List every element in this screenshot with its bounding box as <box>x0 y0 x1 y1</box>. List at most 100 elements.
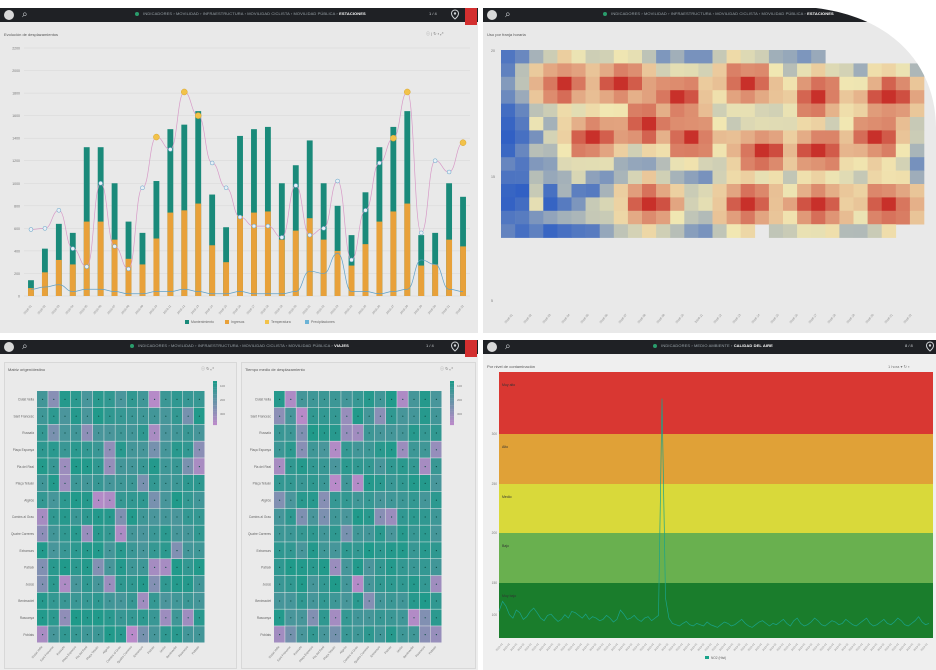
heatmap-cell <box>853 170 868 185</box>
cell-marker <box>187 398 189 400</box>
cell-marker <box>120 516 122 518</box>
refresh-icon[interactable]: ↻ <box>433 31 437 36</box>
location-pin-icon[interactable] <box>450 341 460 352</box>
status-dot-icon <box>603 11 607 16</box>
location-pin-icon[interactable] <box>925 341 935 352</box>
app-logo[interactable] <box>4 10 14 20</box>
cell-marker <box>290 499 292 501</box>
heatmap-cell <box>627 197 643 212</box>
cell-marker <box>187 617 189 619</box>
crumb[interactable]: MOVILIDAD <box>643 11 667 16</box>
refresh-icon[interactable]: ↻ <box>206 366 210 371</box>
crumb[interactable]: MOVILIDAD CICLISTA <box>242 343 285 348</box>
pollution-band <box>499 533 933 583</box>
search-icon[interactable]: ⌕ <box>22 341 28 352</box>
crumb-current[interactable]: ESTACIONES <box>807 11 834 16</box>
cell-marker <box>290 516 292 518</box>
delete-icon[interactable]: ▪ <box>437 31 440 36</box>
heatmap-cell <box>754 117 770 131</box>
search-icon[interactable]: ⌕ <box>505 9 511 20</box>
cell-marker <box>379 432 381 434</box>
point-temperatura <box>432 158 438 163</box>
heatmap-cell <box>740 170 756 185</box>
point-temperatura <box>56 208 62 213</box>
crumb[interactable]: MOVILIDAD PÚBLICA <box>761 11 804 16</box>
row-label: Benimaclet <box>255 599 271 603</box>
heatmap-cell <box>656 143 671 158</box>
cell-marker <box>335 449 337 451</box>
crumb[interactable]: MOVILIDAD PÚBLICA <box>293 11 336 16</box>
app-logo[interactable] <box>4 342 14 352</box>
cell-marker <box>312 482 314 484</box>
cell-marker <box>368 600 370 602</box>
crumb[interactable]: INFRAESTRUCTURA <box>202 11 244 16</box>
cell-marker <box>187 550 189 552</box>
crumb[interactable]: INDICADORES <box>143 11 173 16</box>
heatmap-cell <box>867 76 882 91</box>
y-tick-label: 150 <box>492 581 498 585</box>
crumb[interactable]: MOVILIDAD <box>175 11 199 16</box>
expand-icon[interactable]: ⤢ <box>440 31 444 36</box>
heatmap-cell <box>698 50 713 64</box>
crumb-current[interactable]: CALIDAD DEL AIRE <box>733 343 773 348</box>
cell-marker <box>75 432 77 434</box>
cell-marker <box>357 432 359 434</box>
cell-marker <box>379 499 381 501</box>
y-tick-label: 1600 <box>12 114 20 118</box>
legend-gradient <box>450 409 454 412</box>
cell-marker <box>379 398 381 400</box>
heatmap-cell <box>613 197 629 212</box>
x-tick-label: 2019-01 <box>516 642 526 652</box>
crumb[interactable]: MOVILIDAD CICLISTA <box>247 11 290 16</box>
heatmap-cell <box>839 103 854 118</box>
cell-marker <box>301 482 303 484</box>
crumb-current[interactable]: ESTACIONES <box>339 11 366 16</box>
cell-marker <box>187 432 189 434</box>
location-pin-icon[interactable] <box>450 9 460 20</box>
notification-tab[interactable] <box>465 8 477 25</box>
search-icon[interactable]: ⌕ <box>22 9 28 20</box>
crumb[interactable]: INDICADORES <box>661 343 691 348</box>
info-icon[interactable]: ⓘ <box>201 366 205 371</box>
expand-icon[interactable]: ⤢ <box>449 366 453 371</box>
heatmap-cell <box>853 157 868 171</box>
notification-tab[interactable] <box>465 340 477 357</box>
expand-icon[interactable]: ⤢ <box>210 366 214 371</box>
cell-marker <box>402 449 404 451</box>
heatmap-cell <box>599 170 615 185</box>
crumb[interactable]: MOVILIDAD CICLISTA <box>715 11 758 16</box>
crumb[interactable]: MOVILIDAD PÚBLICA <box>288 343 331 348</box>
app-logo[interactable] <box>487 342 497 352</box>
cell-marker <box>86 432 88 434</box>
crumb[interactable]: INFRAESTRUCTURA <box>197 343 239 348</box>
heatmap-cell <box>853 184 868 198</box>
crumb[interactable]: INDICADORES <box>138 343 168 348</box>
cell-marker <box>391 516 393 518</box>
delete-icon[interactable]: ▪ <box>908 364 910 369</box>
info-icon[interactable]: ⓘ <box>440 366 444 371</box>
time-filter[interactable]: 1 hora <box>888 364 900 369</box>
legend-gradient <box>450 396 454 399</box>
x-tick-label: 2019-01 <box>761 642 771 652</box>
crumb[interactable]: INDICADORES <box>611 11 641 16</box>
refresh-icon[interactable]: ↻ <box>445 366 449 371</box>
app-logo[interactable] <box>487 10 497 20</box>
x-tick-label: 2019-01 <box>595 642 605 652</box>
legend-gradient <box>213 396 217 399</box>
refresh-icon[interactable]: ↻ <box>903 364 907 369</box>
heatmap-cell <box>684 170 699 185</box>
heatmap-cell <box>515 103 530 118</box>
crumb[interactable]: INFRAESTRUCTURA <box>670 11 712 16</box>
crumb[interactable]: MOVILIDAD <box>170 343 194 348</box>
cell-marker <box>335 550 337 552</box>
cell-marker <box>368 499 370 501</box>
cell-marker <box>279 583 281 585</box>
legend-gradient <box>213 416 217 419</box>
crumb-current[interactable]: VIAJES <box>334 343 349 348</box>
info-icon[interactable]: ⓘ <box>426 31 430 36</box>
legend-swatch <box>185 320 189 324</box>
crumb[interactable]: MEDIO AMBIENTE <box>693 343 730 348</box>
search-icon[interactable]: ⌕ <box>505 341 511 352</box>
cell-marker <box>154 566 156 568</box>
heatmap-cell <box>684 117 699 131</box>
